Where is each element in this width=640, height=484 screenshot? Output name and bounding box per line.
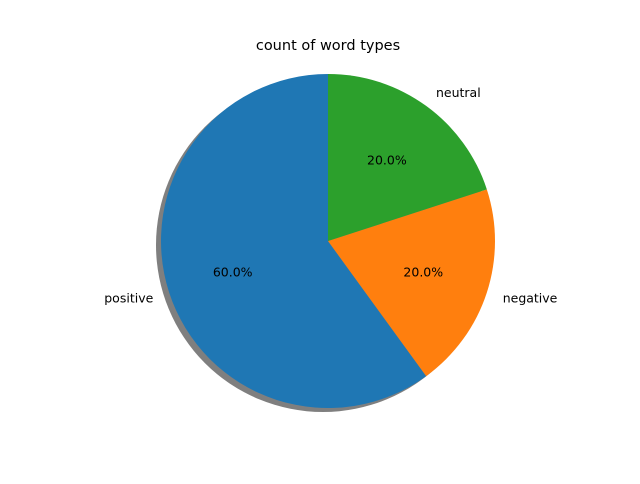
percent-label-negative: 20.0% [403, 264, 443, 279]
percent-label-neutral: 20.0% [367, 152, 407, 167]
percent-label-positive: 60.0% [213, 264, 253, 279]
slice-label-neutral: neutral [436, 85, 481, 100]
pie-slice-negative [328, 189, 496, 377]
pie-slice-neutral [328, 74, 487, 241]
pie-slices-group [160, 74, 496, 409]
pie-slice-positive [160, 74, 427, 409]
slice-label-negative: negative [503, 290, 558, 305]
chart-title: count of word types [256, 38, 400, 54]
pie-labels-group: positive 60.0% negative 20.0% neutral 20.0% [104, 85, 557, 305]
slice-label-positive: positive [104, 290, 153, 305]
